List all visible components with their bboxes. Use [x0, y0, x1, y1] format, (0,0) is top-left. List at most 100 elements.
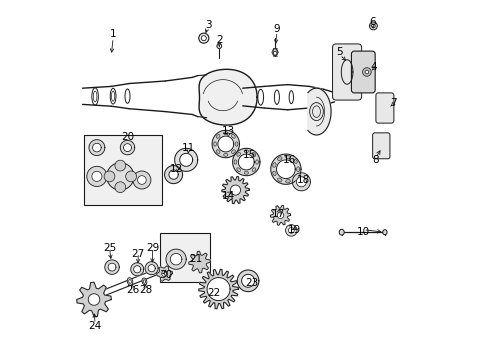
FancyBboxPatch shape — [332, 44, 361, 100]
Ellipse shape — [223, 153, 227, 156]
Circle shape — [92, 171, 102, 181]
Ellipse shape — [142, 278, 146, 285]
Polygon shape — [164, 166, 182, 184]
FancyBboxPatch shape — [351, 51, 374, 93]
Polygon shape — [89, 140, 104, 156]
Polygon shape — [170, 253, 182, 265]
Circle shape — [371, 24, 374, 28]
Ellipse shape — [244, 150, 248, 153]
Ellipse shape — [382, 230, 386, 235]
Circle shape — [125, 171, 136, 182]
Text: 15: 15 — [243, 150, 256, 160]
Polygon shape — [123, 144, 131, 152]
Text: 10: 10 — [356, 227, 369, 237]
Circle shape — [201, 36, 206, 41]
Circle shape — [230, 185, 240, 195]
Text: 5: 5 — [336, 47, 343, 57]
Polygon shape — [108, 263, 116, 271]
Circle shape — [162, 271, 167, 276]
Text: 21: 21 — [189, 254, 202, 264]
Ellipse shape — [252, 153, 255, 156]
Polygon shape — [77, 282, 111, 317]
Polygon shape — [179, 153, 192, 166]
Polygon shape — [104, 260, 119, 274]
Ellipse shape — [339, 229, 344, 235]
Polygon shape — [232, 148, 260, 176]
Ellipse shape — [272, 171, 276, 176]
Text: 12: 12 — [169, 164, 183, 174]
Circle shape — [88, 294, 100, 305]
FancyBboxPatch shape — [375, 93, 393, 123]
Circle shape — [137, 176, 146, 184]
Bar — [84, 135, 162, 205]
Text: 16: 16 — [282, 155, 296, 165]
Ellipse shape — [293, 175, 297, 179]
Polygon shape — [270, 205, 290, 225]
Polygon shape — [206, 278, 230, 301]
Text: 22: 22 — [207, 288, 220, 298]
Ellipse shape — [252, 168, 255, 171]
Text: 9: 9 — [273, 24, 280, 34]
Text: 11: 11 — [182, 143, 195, 153]
Polygon shape — [270, 154, 301, 184]
Polygon shape — [130, 263, 143, 276]
Ellipse shape — [296, 167, 299, 172]
Circle shape — [133, 171, 151, 189]
Ellipse shape — [309, 103, 323, 121]
Text: 26: 26 — [126, 285, 139, 295]
Text: 8: 8 — [372, 155, 378, 165]
FancyBboxPatch shape — [372, 133, 389, 159]
Text: 30: 30 — [159, 270, 171, 280]
Text: 20: 20 — [121, 132, 134, 142]
Text: 7: 7 — [390, 98, 396, 108]
Text: 3: 3 — [205, 20, 211, 30]
Ellipse shape — [236, 153, 240, 156]
Circle shape — [115, 160, 125, 171]
Circle shape — [362, 68, 370, 76]
Polygon shape — [296, 177, 306, 187]
Ellipse shape — [272, 49, 277, 56]
Ellipse shape — [255, 160, 258, 164]
Polygon shape — [168, 170, 178, 179]
Ellipse shape — [216, 135, 220, 138]
Polygon shape — [238, 154, 254, 170]
Circle shape — [285, 225, 296, 236]
Polygon shape — [218, 136, 233, 152]
Text: 4: 4 — [370, 62, 377, 72]
Ellipse shape — [143, 280, 145, 283]
Text: 19: 19 — [288, 225, 301, 235]
Ellipse shape — [128, 280, 131, 283]
Ellipse shape — [216, 150, 220, 153]
Ellipse shape — [223, 132, 227, 135]
Circle shape — [368, 22, 377, 30]
Circle shape — [277, 212, 283, 219]
Polygon shape — [276, 160, 295, 179]
Polygon shape — [199, 69, 257, 125]
Ellipse shape — [231, 150, 235, 153]
Polygon shape — [120, 140, 134, 155]
Polygon shape — [156, 266, 172, 281]
Circle shape — [288, 228, 294, 233]
Polygon shape — [145, 262, 158, 275]
Ellipse shape — [277, 157, 282, 161]
Circle shape — [104, 171, 115, 182]
Circle shape — [115, 182, 125, 193]
Ellipse shape — [213, 142, 216, 146]
Polygon shape — [241, 274, 254, 287]
Text: 13: 13 — [221, 126, 234, 136]
Text: 25: 25 — [102, 243, 116, 253]
Text: 28: 28 — [139, 285, 152, 295]
Polygon shape — [199, 269, 238, 309]
Bar — [160, 233, 210, 282]
Polygon shape — [188, 251, 210, 273]
Polygon shape — [133, 266, 141, 273]
Circle shape — [365, 70, 368, 74]
Circle shape — [87, 166, 107, 186]
Text: 29: 29 — [146, 243, 159, 253]
Polygon shape — [148, 265, 155, 272]
Ellipse shape — [231, 135, 235, 138]
Polygon shape — [222, 176, 249, 204]
Circle shape — [217, 44, 221, 48]
Ellipse shape — [285, 156, 290, 159]
Text: 14: 14 — [221, 191, 234, 201]
